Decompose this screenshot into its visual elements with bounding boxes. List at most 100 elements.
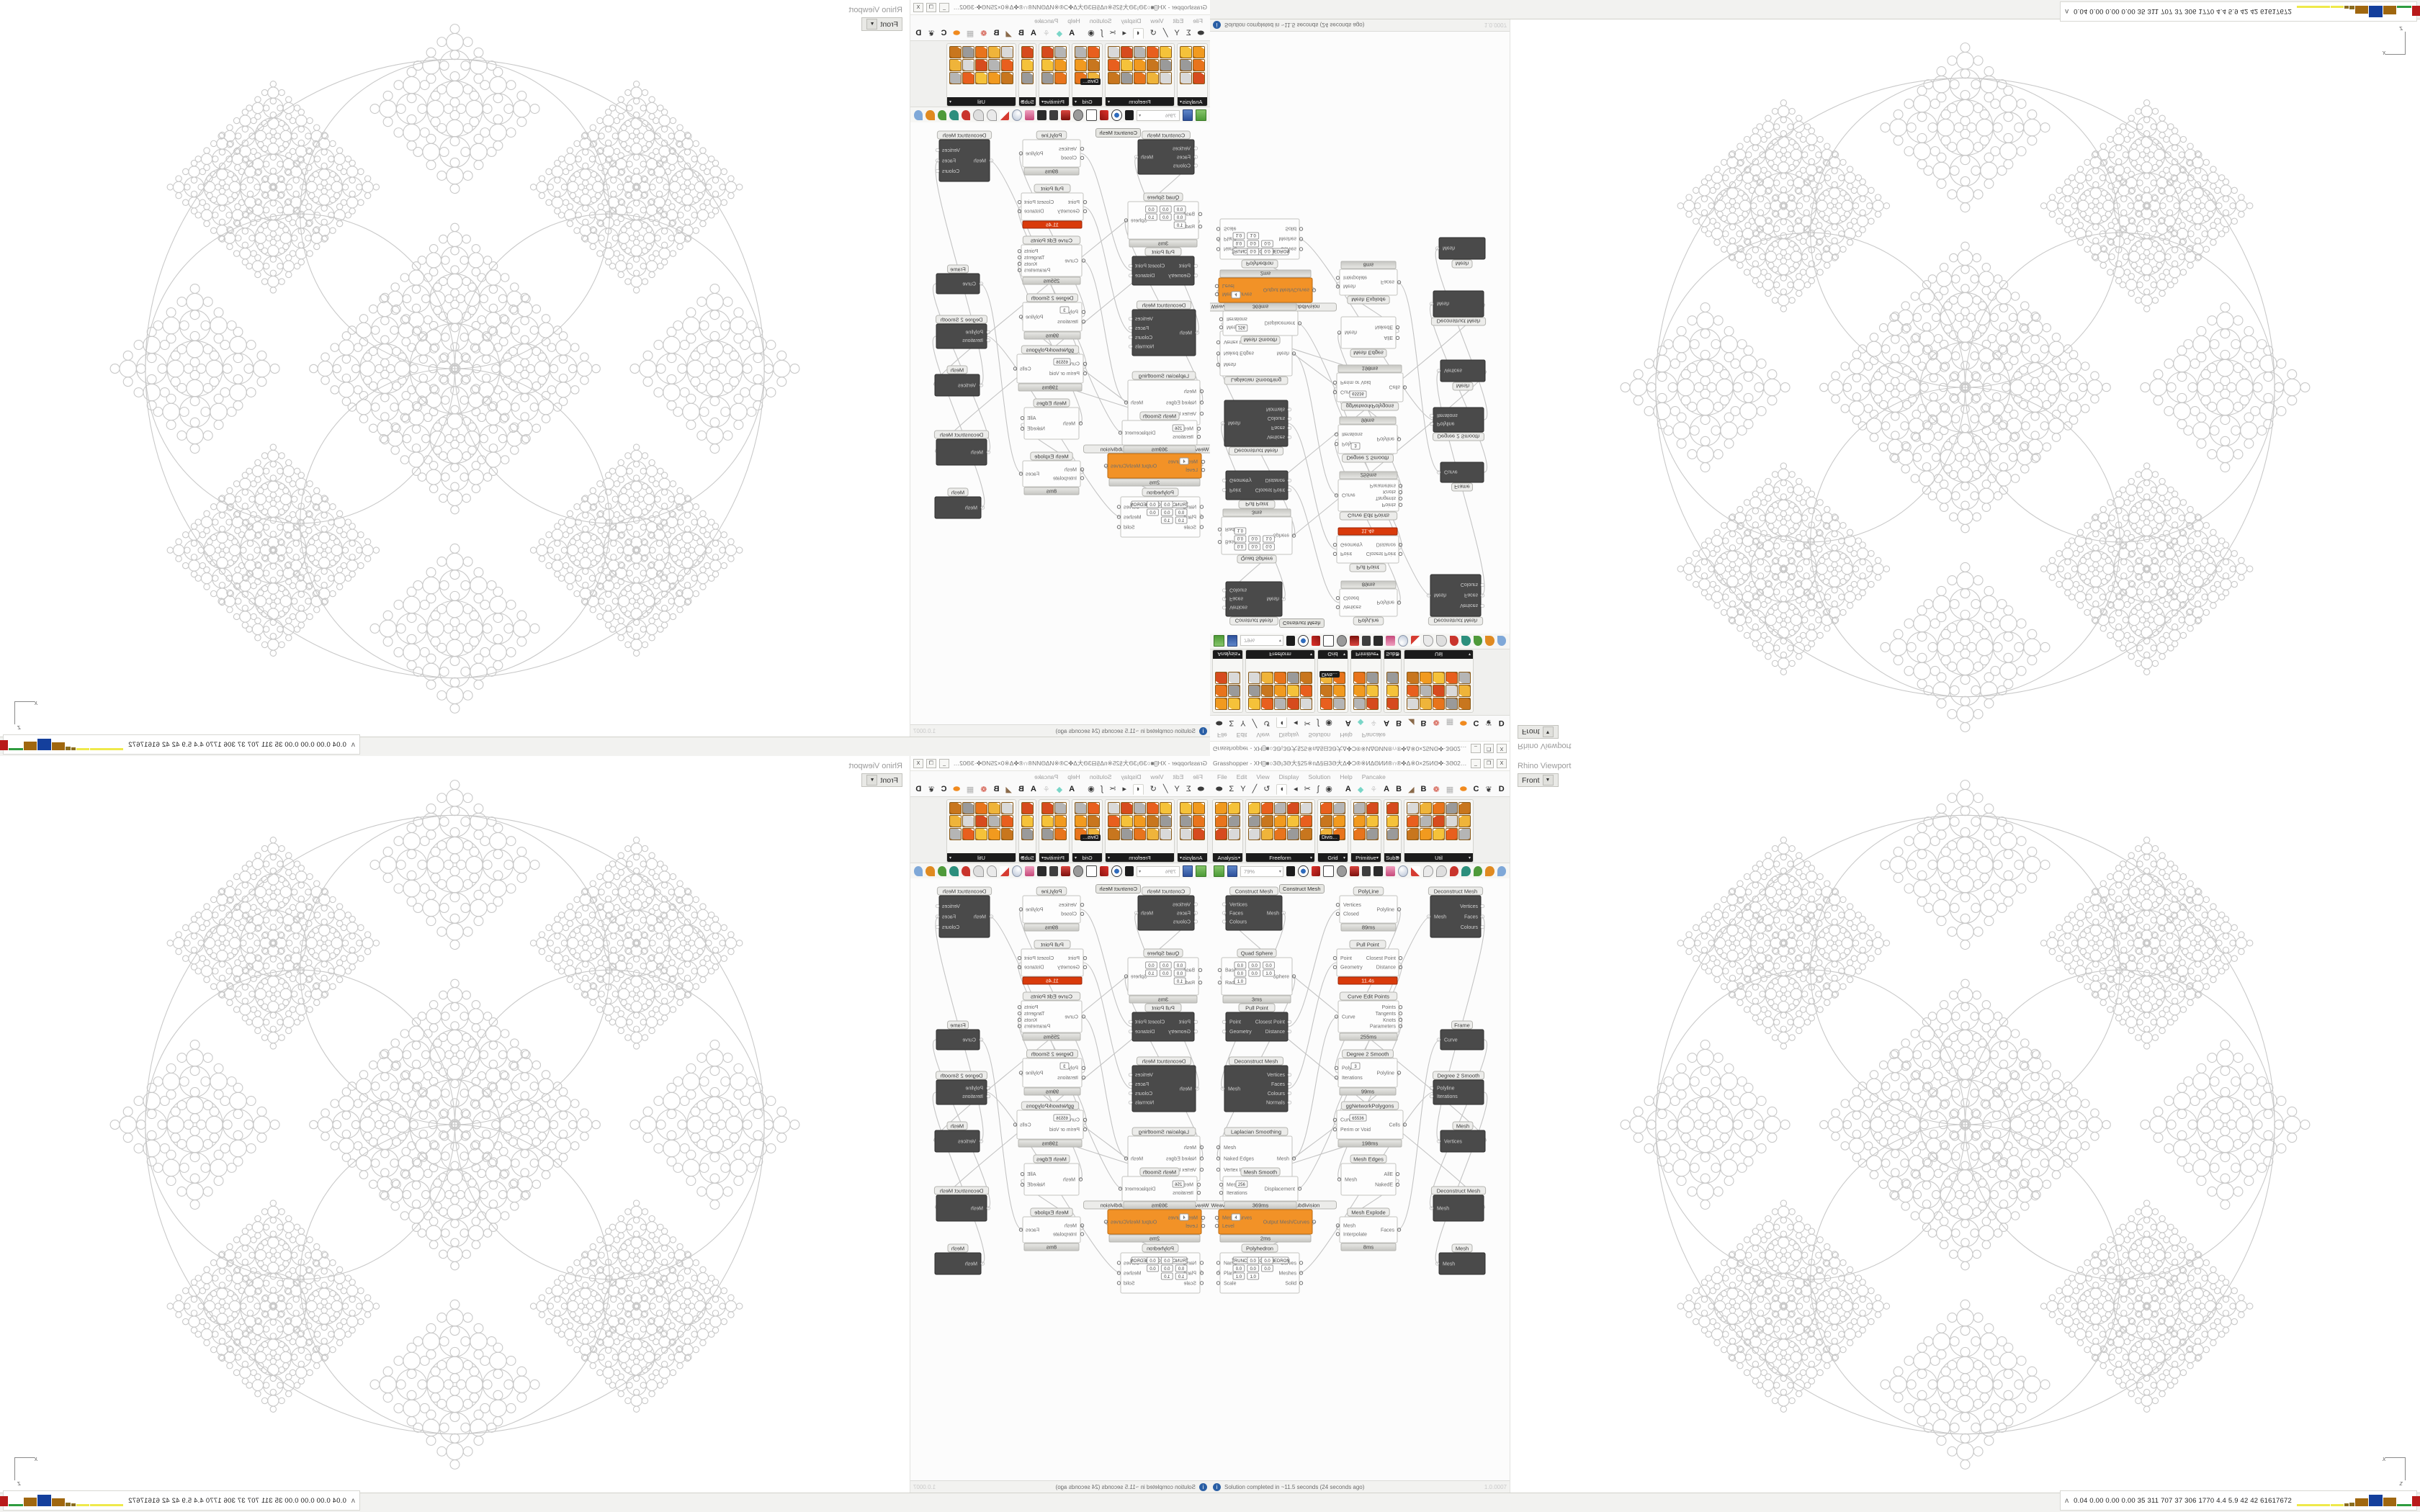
ribbon-component-icon[interactable]: [1386, 815, 1399, 827]
profiler-icon[interactable]: [1072, 865, 1084, 877]
tab-intersect-tab[interactable]: ✂: [1109, 28, 1116, 37]
ribbon-component-icon[interactable]: [1160, 59, 1172, 71]
output-port[interactable]: [1018, 151, 1023, 156]
addon-tab-1[interactable]: ◆: [1056, 29, 1063, 38]
input-port[interactable]: [1193, 146, 1198, 150]
node-value-field[interactable]: [1173, 221, 1186, 229]
close-button[interactable]: X: [1497, 758, 1507, 768]
canvas-node[interactable]: Curve Edit PointsCurvePointsTangentsKnot…: [1334, 471, 1403, 521]
ribbon-component-icon[interactable]: [1300, 828, 1312, 840]
tab-maths-tab[interactable]: Σ: [1186, 784, 1191, 793]
ribbon-component-icon[interactable]: [1407, 815, 1419, 827]
node-body[interactable]: [1225, 1012, 1289, 1042]
input-port[interactable]: [1332, 542, 1337, 547]
input-port[interactable]: [1199, 1271, 1204, 1275]
output-port[interactable]: [1297, 1187, 1302, 1191]
input-port[interactable]: [1216, 351, 1221, 356]
tab-params-tab[interactable]: ⬬: [1197, 28, 1204, 37]
canvas-node[interactable]: Mesh SmoothMeshIterationsDisplacement256…: [1219, 1167, 1302, 1210]
ribbon-component-icon[interactable]: [1458, 685, 1471, 697]
chevron-down-icon[interactable]: ▾: [1108, 855, 1111, 860]
output-port[interactable]: [1281, 911, 1286, 915]
sticky-icon[interactable]: [1385, 866, 1395, 876]
addon-tab-12[interactable]: D: [1498, 719, 1505, 727]
input-port[interactable]: [986, 1206, 991, 1210]
input-port[interactable]: [1080, 476, 1085, 480]
input-port[interactable]: [1083, 209, 1088, 214]
input-port[interactable]: [1195, 1086, 1200, 1091]
ribbon-group-label[interactable]: SubD ▾: [1019, 97, 1036, 106]
ribbon-component-icon[interactable]: [1274, 815, 1286, 827]
addon-tab-10[interactable]: C: [1473, 785, 1479, 793]
output-port[interactable]: [1017, 199, 1022, 204]
ribbon-component-icon[interactable]: [1228, 802, 1240, 814]
node-body[interactable]: [1225, 470, 1289, 500]
close-button[interactable]: X: [913, 758, 923, 768]
node-value-field[interactable]: [1232, 248, 1289, 256]
input-port[interactable]: [1219, 317, 1224, 322]
ribbon-component-icon[interactable]: [1433, 698, 1445, 710]
input-port[interactable]: [1216, 1261, 1221, 1265]
ribbon-component-icon[interactable]: [1333, 802, 1345, 814]
menu-display[interactable]: Display: [1278, 732, 1299, 739]
ribbon-component-icon[interactable]: [1320, 815, 1332, 827]
drop-green-icon[interactable]: [937, 866, 947, 876]
ribbon-component-icon[interactable]: [1333, 698, 1345, 710]
output-port[interactable]: [1398, 542, 1403, 547]
tab-sets-tab[interactable]: Υ: [1174, 28, 1180, 37]
output-port[interactable]: [1287, 426, 1292, 431]
rhino-viewport[interactable]: Rhino Viewport Front ▼ x z: [0, 756, 910, 1493]
input-port[interactable]: [1334, 1066, 1339, 1071]
chevron-down-icon[interactable]: ▼: [1542, 726, 1554, 737]
input-port[interactable]: [1334, 1075, 1339, 1080]
zoom-level-input[interactable]: 79% ▾: [1137, 865, 1180, 877]
canvas-node[interactable]: Mesh SmoothMeshIterationsDisplacement256…: [1118, 411, 1201, 454]
ribbon-component-icon[interactable]: [962, 59, 974, 71]
node-value-field[interactable]: [1248, 969, 1261, 977]
chevron-down-icon[interactable]: ▾: [1468, 652, 1471, 657]
ribbon-component-icon[interactable]: [949, 46, 962, 58]
ribbon-component-icon[interactable]: [1021, 59, 1034, 71]
menu-pancake[interactable]: Pancake: [1034, 773, 1059, 780]
input-port[interactable]: [1216, 362, 1221, 367]
ribbon-group-label[interactable]: Analysis ▾: [1213, 650, 1242, 659]
node-value-field[interactable]: [1248, 535, 1261, 543]
ribbon-component-icon[interactable]: [1193, 815, 1205, 827]
output-port[interactable]: [1287, 1091, 1292, 1096]
addon-tab-0[interactable]: A: [1069, 785, 1075, 793]
output-port[interactable]: [1287, 408, 1292, 412]
output-port[interactable]: [1480, 593, 1485, 598]
chevron-down-icon[interactable]: ▾: [1021, 99, 1024, 104]
menu-edit[interactable]: Edit: [1236, 732, 1247, 739]
menu-file[interactable]: File: [1193, 17, 1203, 24]
node-value-field[interactable]: [1261, 1264, 1273, 1272]
output-port[interactable]: [1017, 268, 1022, 272]
output-port[interactable]: [1134, 155, 1139, 159]
chevron-down-icon[interactable]: ▾: [1343, 855, 1345, 860]
output-port[interactable]: [1018, 472, 1023, 476]
scissor-icon[interactable]: [1411, 636, 1420, 646]
input-port[interactable]: [1201, 1223, 1206, 1228]
bake-icon[interactable]: [1323, 635, 1334, 647]
node-value-field[interactable]: [1261, 248, 1273, 256]
node-body[interactable]: [1336, 535, 1399, 564]
drop-red-icon[interactable]: [1449, 636, 1459, 646]
ribbon-component-icon[interactable]: [1320, 698, 1332, 710]
input-port[interactable]: [1199, 400, 1204, 405]
ribbon-component-icon[interactable]: [962, 72, 974, 84]
ribbon-component-icon[interactable]: [1353, 802, 1366, 814]
preview-eye-icon[interactable]: [1111, 109, 1122, 121]
input-port[interactable]: [1081, 319, 1086, 324]
input-port[interactable]: [1199, 1156, 1204, 1161]
maximize-button[interactable]: ❐: [1484, 744, 1494, 754]
ribbon-component-icon[interactable]: [1054, 815, 1067, 827]
addon-tab-6[interactable]: B: [993, 785, 1000, 793]
menu-display[interactable]: Display: [1278, 773, 1299, 780]
addon-tab-6[interactable]: B: [1420, 785, 1427, 793]
